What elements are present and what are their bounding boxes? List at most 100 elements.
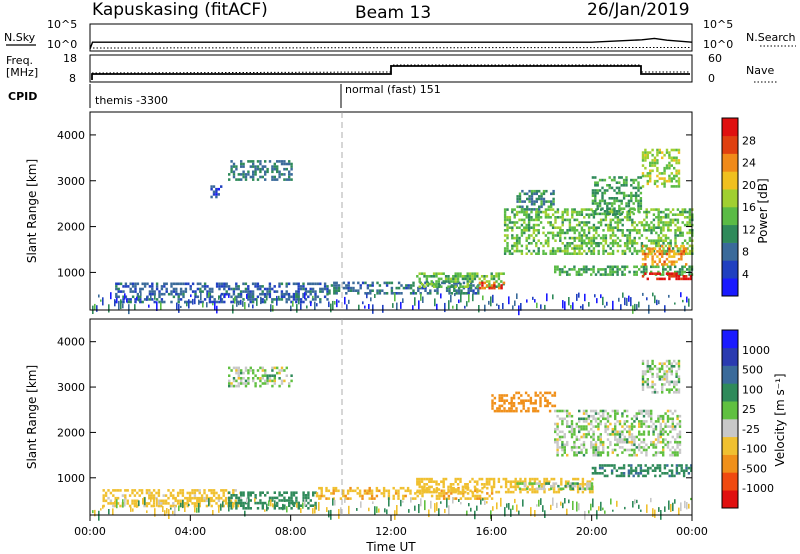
data-cell (657, 244, 660, 248)
data-cell (271, 499, 274, 502)
data-cell (182, 499, 184, 509)
data-cell (628, 239, 632, 242)
data-cell (478, 477, 481, 481)
data-cell (237, 501, 240, 505)
data-cell (659, 216, 663, 219)
data-cell (469, 281, 473, 285)
data-cell (670, 504, 672, 512)
data-cell (208, 292, 212, 296)
data-cell (633, 438, 636, 441)
data-cell (535, 213, 538, 216)
data-cell (640, 234, 644, 237)
data-cell (666, 433, 670, 436)
data-cell (554, 249, 557, 253)
data-cell (254, 165, 257, 168)
data-cell (162, 506, 164, 512)
data-cell (307, 496, 310, 500)
data-cell (651, 375, 654, 378)
data-cell (599, 440, 602, 444)
data-cell (249, 290, 252, 293)
data-cell (669, 440, 672, 444)
nave-tick-top: 60 (708, 52, 722, 65)
data-cell (210, 187, 213, 191)
data-cell (259, 377, 262, 380)
data-cell (665, 375, 669, 378)
data-cell (630, 207, 633, 210)
colorbar-segment (722, 260, 738, 279)
data-cell (198, 489, 201, 492)
data-cell (515, 242, 519, 245)
colorbar-segment (722, 347, 738, 366)
colorbar-segment (722, 118, 738, 137)
data-cell (641, 372, 645, 376)
data-cell (521, 189, 524, 193)
data-cell (122, 300, 125, 304)
data-cell (675, 244, 678, 248)
data-cell (547, 244, 550, 248)
data-cell (223, 285, 226, 288)
data-cell (235, 165, 238, 168)
data-cell (649, 177, 652, 180)
data-cell (273, 165, 276, 168)
data-cell (568, 268, 571, 271)
data-cell (519, 490, 522, 494)
data-cell (542, 487, 546, 491)
data-cell (445, 286, 449, 290)
data-cell (522, 404, 525, 408)
data-cell (263, 292, 267, 296)
data-cell (666, 270, 670, 274)
data-cell (142, 498, 144, 505)
data-cell (247, 382, 250, 385)
data-cell (521, 208, 524, 211)
data-cell (514, 480, 517, 483)
data-cell (272, 503, 274, 508)
data-cell (569, 482, 572, 485)
data-cell (592, 247, 596, 250)
data-cell (664, 223, 668, 227)
data-cell (547, 482, 550, 485)
data-cell (454, 490, 457, 494)
data-cell (630, 425, 634, 428)
data-cell (352, 289, 355, 292)
data-cell (623, 440, 626, 444)
data-cell (500, 399, 504, 402)
data-cell (416, 490, 419, 494)
data-cell (626, 265, 629, 269)
data-cell (478, 489, 482, 493)
data-cell (576, 482, 579, 485)
data-cell (571, 487, 574, 491)
data-cell (500, 280, 503, 283)
data-cell (525, 216, 528, 219)
data-cell (157, 504, 161, 508)
data-cell (396, 505, 398, 515)
data-cell (587, 242, 591, 245)
data-cell (668, 255, 671, 258)
data-cell (594, 448, 598, 452)
data-cell (635, 242, 639, 245)
data-cell (632, 186, 635, 190)
data-cell (437, 483, 441, 486)
data-cell (525, 213, 528, 216)
data-cell (162, 494, 165, 497)
data-cell (537, 231, 540, 235)
data-cell (661, 472, 664, 475)
data-cell (261, 507, 264, 510)
data-cell (628, 249, 632, 253)
data-cell (663, 472, 667, 475)
data-cell (240, 299, 242, 305)
data-cell (414, 492, 417, 495)
data-cell (235, 507, 238, 510)
data-cell (182, 290, 185, 293)
data-cell (613, 197, 616, 200)
data-cell (109, 491, 113, 495)
data-cell (630, 448, 634, 452)
data-cell (199, 290, 202, 293)
data-cell (452, 497, 455, 500)
data-cell (666, 420, 670, 423)
data-cell (175, 287, 178, 291)
data-cell (656, 169, 659, 173)
data-cell (591, 191, 595, 195)
data-cell (326, 298, 329, 301)
data-cell (390, 289, 394, 292)
